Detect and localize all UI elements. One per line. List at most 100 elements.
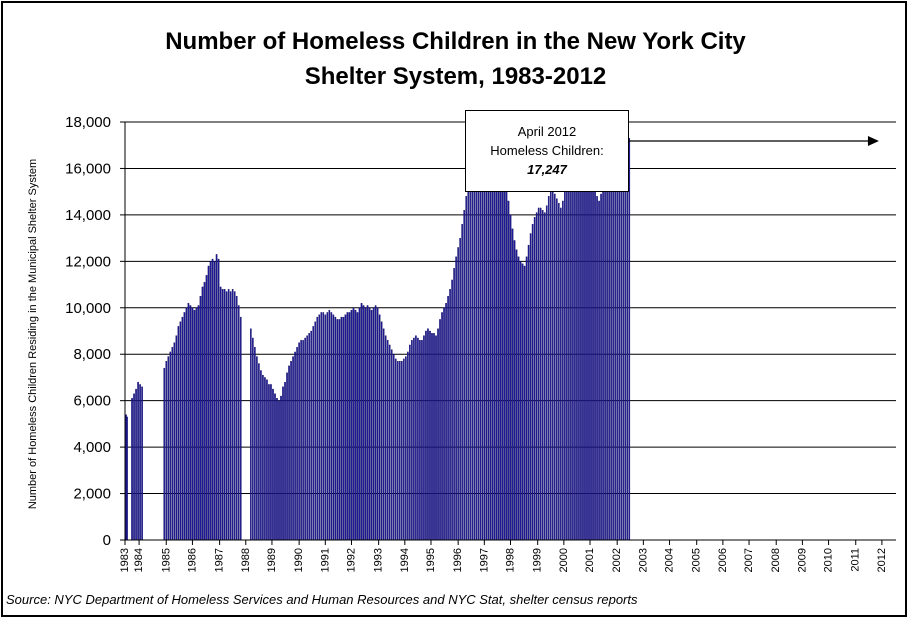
bar [207, 265, 210, 541]
x-tick-label: 1997 [478, 548, 490, 572]
bar [491, 165, 494, 541]
y-tick-labels: 0 2,000 4,000 6,000 8,000 10,000 12,000 14,000 1… [65, 114, 111, 549]
bar [189, 305, 192, 541]
bar [360, 302, 363, 541]
bar [169, 351, 172, 541]
bar [171, 347, 174, 541]
bar [258, 363, 260, 541]
x-tick-label: 1990 [293, 548, 305, 572]
bar [356, 312, 359, 541]
bar [481, 149, 484, 541]
bar [219, 286, 222, 541]
bar [616, 156, 618, 541]
bar [344, 314, 347, 541]
bar [254, 347, 256, 541]
bar [203, 282, 206, 541]
bar [441, 312, 443, 541]
bar [350, 309, 353, 541]
bar [268, 384, 270, 541]
bar [449, 289, 451, 541]
y-tick-label: 6,000 [73, 393, 111, 410]
bar [163, 368, 166, 541]
bar [457, 247, 459, 541]
x-tick-label: 2009 [796, 548, 808, 572]
x-tick-label: 1992 [345, 548, 357, 572]
bar [531, 224, 534, 541]
bar [380, 321, 383, 541]
bar [445, 302, 447, 541]
y-tick-label: 2,000 [73, 486, 111, 503]
bar [560, 207, 562, 541]
bar [292, 356, 294, 541]
bar [211, 258, 214, 541]
bar [262, 374, 264, 541]
bar [354, 309, 357, 541]
bar [165, 361, 168, 541]
bar [187, 302, 190, 541]
y-tick-label: 4,000 [73, 439, 111, 456]
bar [137, 381, 139, 541]
bar [612, 182, 614, 541]
bar [264, 377, 266, 541]
bar [298, 342, 300, 541]
bar [280, 395, 282, 541]
x-tick-label: 2005 [691, 548, 703, 572]
bar [346, 312, 349, 541]
bar [604, 184, 606, 541]
bar [501, 184, 504, 541]
bar [600, 193, 602, 541]
bar [614, 170, 616, 541]
bar [463, 210, 466, 541]
bar [549, 186, 552, 541]
bar [590, 161, 592, 541]
bar [239, 316, 242, 541]
bar [576, 184, 578, 541]
bar [411, 340, 413, 541]
bar [537, 207, 540, 541]
chart-title-line-1: Number of Homeless Children in the New Y… [165, 28, 746, 55]
x-tick-label: 1998 [505, 548, 517, 572]
bar [179, 321, 182, 541]
y-tick-label: 18,000 [65, 114, 111, 131]
source-note: Source: NYC Department of Homeless Servi… [6, 592, 638, 607]
bar [215, 254, 218, 541]
bar [622, 140, 625, 541]
bar [624, 142, 627, 541]
bar [467, 182, 470, 541]
bar [628, 138, 631, 541]
bar [465, 196, 468, 541]
bar [564, 191, 566, 541]
x-tick-label: 1996 [452, 548, 464, 572]
x-tick-label: 2004 [664, 548, 676, 572]
bar [225, 291, 228, 541]
bar [435, 335, 437, 541]
y-tick-label: 12,000 [65, 253, 111, 270]
bar [556, 198, 558, 541]
bar [527, 244, 530, 541]
bar [314, 321, 317, 541]
bar [425, 330, 427, 541]
x-tick-label: 1995 [425, 548, 437, 572]
bar [608, 179, 610, 541]
bar [413, 337, 415, 541]
chart-title: Number of Homeless Children in the New Y… [0, 24, 911, 94]
bar [471, 161, 474, 541]
bar [473, 154, 476, 541]
bar [477, 152, 480, 541]
axes [120, 121, 896, 545]
bar [342, 316, 345, 541]
bar [376, 307, 379, 541]
bar [328, 309, 331, 541]
bar [300, 340, 302, 541]
bar [547, 196, 550, 541]
bar [437, 328, 439, 541]
bar [392, 354, 395, 541]
bar [400, 361, 403, 541]
bar [566, 179, 568, 541]
bar [338, 319, 341, 541]
bar [324, 314, 327, 541]
bar [221, 289, 224, 541]
bar [284, 381, 286, 541]
bar [487, 154, 490, 541]
